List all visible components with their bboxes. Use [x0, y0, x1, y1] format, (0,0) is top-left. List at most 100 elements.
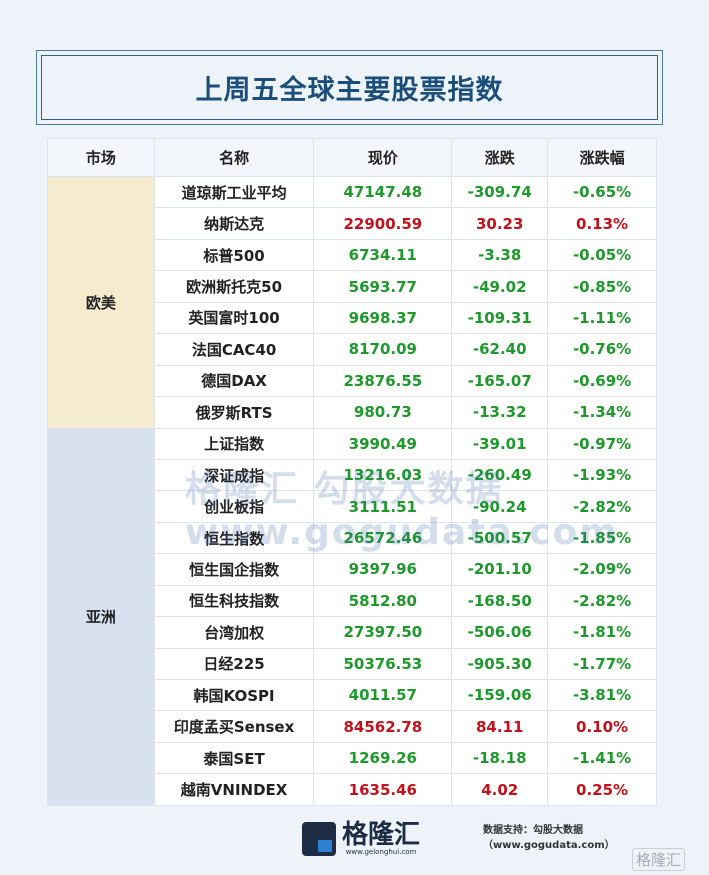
index-name: 日经225: [153, 647, 315, 681]
table-row: 日经225 50376.53 -905.30 -1.77%: [48, 647, 657, 681]
index-name: 标普500: [153, 238, 315, 272]
table-row: 纳斯达克 22900.59 30.23 0.13%: [48, 207, 657, 240]
column-header: 现价: [313, 138, 453, 177]
index-name: 恒生指数: [153, 521, 315, 555]
price: 3111.51: [313, 490, 453, 523]
price: 3990.49: [313, 427, 453, 460]
index-name: 越南VNINDEX: [153, 773, 315, 806]
change: -13.32: [451, 396, 549, 429]
change-pct: -0.65%: [547, 175, 657, 209]
index-name: 欧洲斯托克50: [153, 270, 315, 303]
change: -18.18: [451, 741, 549, 775]
change: 30.23: [451, 207, 549, 240]
header-row: 市场 名称 现价 涨跌 涨跌幅: [47, 138, 657, 177]
price: 5812.80: [313, 584, 453, 618]
corner-badge: 格隆汇: [632, 848, 686, 871]
change-pct: -2.82%: [547, 584, 657, 618]
price: 13216.03: [313, 458, 453, 492]
table-row: 德国DAX 23876.55 -165.07 -0.69%: [48, 364, 657, 398]
logo-text: 格隆汇: [342, 820, 421, 850]
change-pct: -1.85%: [547, 521, 657, 555]
change: -49.02: [451, 270, 549, 303]
change-pct: -0.85%: [547, 270, 657, 303]
change-pct: -1.77%: [547, 647, 657, 681]
table-row: 法国CAC40 8170.09 -62.40 -0.76%: [48, 333, 657, 366]
index-name: 英国富时100: [153, 301, 315, 335]
index-name: 上证指数: [153, 427, 315, 460]
change: -905.30: [451, 647, 549, 681]
index-name: 台湾加权: [153, 616, 315, 649]
table-row: 欧洲斯托克50 5693.77 -49.02 -0.85%: [48, 270, 657, 303]
change: -62.40: [451, 333, 549, 366]
data-source: 数据支持：勾股大数据（www.gogudata.com）: [483, 825, 615, 851]
change-pct: -2.09%: [547, 553, 657, 586]
table-row: 俄罗斯RTS 980.73 -13.32 -1.34%: [48, 396, 657, 429]
price: 980.73: [313, 396, 453, 429]
index-name: 纳斯达克: [153, 207, 315, 240]
table-row: 恒生科技指数 5812.80 -168.50 -2.82%: [48, 584, 657, 618]
price: 47147.48: [313, 175, 453, 209]
price: 5693.77: [313, 270, 453, 303]
index-name: 法国CAC40: [153, 333, 315, 366]
price: 26572.46: [313, 521, 453, 555]
change: -165.07: [451, 364, 549, 398]
change: -500.57: [451, 521, 549, 555]
change-pct: -1.81%: [547, 616, 657, 649]
price: 50376.53: [313, 647, 453, 681]
price: 9698.37: [313, 301, 453, 335]
change-pct: -1.11%: [547, 301, 657, 335]
table-row: 标普500 6734.11 -3.38 -0.05%: [48, 238, 657, 272]
table-row: 台湾加权 27397.50 -506.06 -1.81%: [48, 616, 657, 649]
price: 23876.55: [313, 364, 453, 398]
change-pct: -0.69%: [547, 364, 657, 398]
column-header: 涨跌幅: [547, 138, 657, 177]
change-pct: -2.82%: [547, 490, 657, 523]
index-name: 恒生国企指数: [153, 553, 315, 586]
title-box: 上周五全球主要股票指数: [36, 50, 663, 125]
gelonghui-logo: 格隆汇 www.gelonghui.com: [302, 822, 420, 856]
change: -168.50: [451, 584, 549, 618]
table-row: 欧美 道琼斯工业平均 47147.48 -309.74 -0.65%: [47, 175, 657, 429]
logo-icon: [302, 822, 336, 856]
change: -201.10: [451, 553, 549, 586]
change: -159.06: [451, 678, 549, 712]
change-pct: -0.97%: [547, 427, 657, 460]
change: -109.31: [451, 301, 549, 335]
table-row: 越南VNINDEX 1635.46 4.02 0.25%: [48, 773, 657, 806]
price: 1635.46: [313, 773, 453, 806]
change-pct: 0.10%: [547, 710, 657, 743]
change: -260.49: [451, 458, 549, 492]
change: 4.02: [451, 773, 549, 806]
column-header: 涨跌: [451, 138, 549, 177]
change: -3.38: [451, 238, 549, 272]
table-row: 印度孟买Sensex 84562.78 84.11 0.10%: [48, 710, 657, 743]
price: 9397.96: [313, 553, 453, 586]
column-header: 市场: [47, 138, 155, 177]
change-pct: -1.93%: [547, 458, 657, 492]
table-row: 深证成指 13216.03 -260.49 -1.93%: [48, 458, 657, 492]
logo-url: www.gelonghui.com: [345, 848, 417, 856]
index-name: 深证成指: [153, 458, 315, 492]
table-row: 韩国KOSPI 4011.57 -159.06 -3.81%: [48, 678, 657, 712]
table-row: 英国富时100 9698.37 -109.31 -1.11%: [48, 301, 657, 335]
change-pct: 0.13%: [547, 207, 657, 240]
change: -506.06: [451, 616, 549, 649]
change-pct: -0.05%: [547, 238, 657, 272]
price: 4011.57: [313, 678, 453, 712]
index-name: 韩国KOSPI: [153, 678, 315, 712]
change-pct: -1.34%: [547, 396, 657, 429]
market-cell: 欧美: [47, 176, 155, 429]
index-name: 俄罗斯RTS: [153, 396, 315, 429]
change-pct: 0.25%: [547, 773, 657, 806]
table-row: 亚洲 上证指数 3990.49 -39.01 -0.97%: [47, 427, 657, 806]
index-name: 道琼斯工业平均: [153, 175, 315, 209]
index-name: 德国DAX: [153, 364, 315, 398]
price: 84562.78: [313, 710, 453, 743]
change: 84.11: [451, 710, 549, 743]
price: 27397.50: [313, 616, 453, 649]
index-name: 创业板指: [153, 490, 315, 523]
market-cell: 亚洲: [47, 427, 155, 806]
index-name: 印度孟买Sensex: [153, 710, 315, 743]
index-table: 市场 名称 现价 涨跌 涨跌幅 欧美 道琼斯工业平均 47147.48 -309.74 -0.6…: [47, 138, 657, 806]
change: -39.01: [451, 427, 549, 460]
